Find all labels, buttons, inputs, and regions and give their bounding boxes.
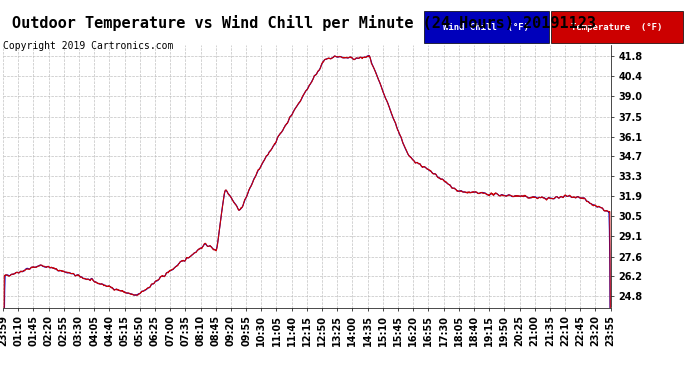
FancyBboxPatch shape [424, 11, 549, 43]
Text: Copyright 2019 Cartronics.com: Copyright 2019 Cartronics.com [3, 41, 174, 51]
Text: Temperature  (°F): Temperature (°F) [571, 22, 663, 32]
Text: Wind Chill  (°F): Wind Chill (°F) [444, 22, 529, 32]
FancyBboxPatch shape [551, 11, 683, 43]
Text: Outdoor Temperature vs Wind Chill per Minute (24 Hours) 20191123: Outdoor Temperature vs Wind Chill per Mi… [12, 15, 595, 31]
